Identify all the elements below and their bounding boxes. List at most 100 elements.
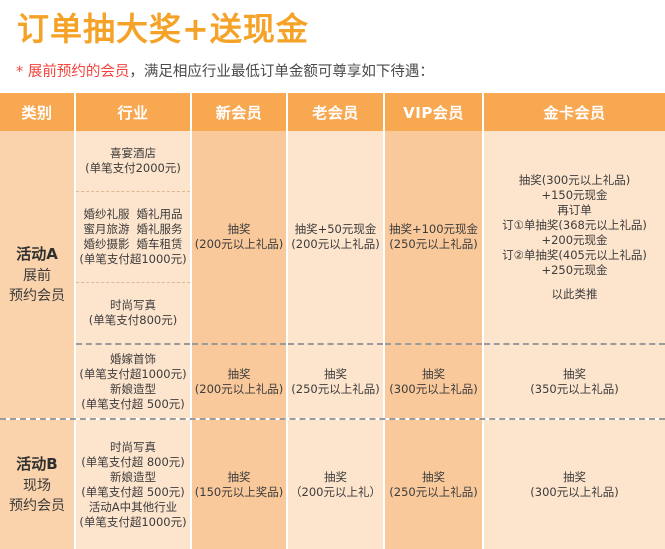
industry-bb-l5: 活动A中其他行业 (88, 499, 178, 514)
vip-b-l1: 抽奖 (422, 469, 445, 484)
column-header-vip-member: VIP会员 (385, 93, 484, 131)
category-b-line1: 现场 (23, 477, 51, 494)
cell-category-b: 活动B 现场 预约会员 (0, 420, 76, 549)
old-a2-l2: (250元以上礼品) (291, 381, 380, 396)
cell-category-a: 活动A 展前 预约会员 (0, 131, 76, 418)
cell-vip-member-a-sub2: 抽奖 (300元以上礼品) (385, 343, 482, 418)
cell-industry-a-sub2: 婚嫁首饰 (单笔支付超1000元) 新娘造型 (单笔支付超 500元) (76, 343, 190, 418)
old-b-l1: 抽奖 (324, 469, 347, 484)
industry-b1-l2: (单笔支付超1000元) (79, 366, 187, 381)
cell-old-member-a-sub2: 抽奖 (250元以上礼品) (288, 343, 383, 418)
industry-a2-p2a: 蜜月旅游 (83, 222, 130, 236)
industry-a2-pair2: 蜜月旅游 婚礼服务 (84, 222, 183, 237)
industry-a2-pair1: 婚纱礼服 婚礼用品 (84, 207, 183, 222)
cell-old-member-b: 抽奖 （200元以上礼） (288, 420, 385, 549)
vip-a2-l2: (300元以上礼品) (389, 381, 478, 396)
promo-table-page: 订单抽大奖+送现金 * 展前预约的会员，满足相应行业最低订单金额可尊享如下待遇：… (0, 10, 665, 549)
benefits-table: 类别 行业 新会员 老会员 VIP会员 金卡会员 活动A 展前 预约会员 (0, 93, 665, 549)
cell-vip-member-b: 抽奖 (250元以上礼品) (385, 420, 484, 549)
industry-bb-l4: (单笔支付超 500元) (81, 484, 185, 499)
industry-bb-l3: 新娘造型 (110, 469, 156, 484)
gold-b-l2: (300元以上礼品) (530, 484, 619, 499)
cell-new-member-a: 抽奖 (200元以上礼品) 抽奖 (200元以上礼品) (192, 131, 288, 418)
industry-a2-pair3: 婚纱摄影 婚车租赁 (84, 237, 183, 252)
industry-bb-l2: (单笔支付超 800元) (81, 454, 185, 469)
industry-a2-p1b: 婚礼用品 (136, 207, 183, 221)
industry-a3-l2: (单笔支付800元) (88, 313, 178, 327)
industry-block-wedding-services: 婚纱礼服 婚礼用品 蜜月旅游 婚礼服务 婚纱摄影 婚车租赁 (单笔支付 (76, 191, 190, 282)
vip-b-l2: (250元以上礼品) (389, 484, 478, 499)
column-header-industry: 行业 (76, 93, 192, 131)
industry-a2-amount: (单笔支付超1000元) (79, 252, 187, 266)
cell-vip-member-a: 抽奖+100元现金 (250元以上礼品) 抽奖 (300元以上礼品) (385, 131, 484, 418)
gold-a1-tail: 以此类推 (551, 286, 598, 301)
industry-a3-l1: 时尚写真 (110, 298, 156, 312)
industry-b1-l3: 新娘造型 (110, 381, 156, 396)
cell-industry-a: 喜宴酒店 (单笔支付2000元) 婚纱礼服 婚礼用品 蜜月旅游 婚礼服务 (76, 131, 192, 418)
industry-a2-p3a: 婚纱摄影 (83, 237, 130, 251)
vip-a1-l1: 抽奖+100元现金 (388, 222, 479, 236)
old-a2-l1: 抽奖 (324, 366, 347, 381)
gold-a2-l1: 抽奖 (563, 366, 586, 381)
category-b-title: 活动B (16, 454, 58, 473)
industry-block-fashion-photo: 时尚写真 (单笔支付800元) (76, 282, 190, 343)
gold-a1-l7: +250元现金 (541, 262, 608, 277)
new-b-l2: (150元以上奖品) (194, 484, 284, 499)
category-b-line2: 预约会员 (9, 497, 65, 514)
cell-gold-member-a-sub1: 抽奖(300元以上礼品) +150元现金 再订单 订①单抽奖(368元以上礼品)… (484, 131, 665, 343)
cell-new-member-b: 抽奖 (150元以上奖品) (192, 420, 288, 549)
gold-a1-l3: 再订单 (557, 202, 592, 217)
cell-gold-member-a: 抽奖(300元以上礼品) +150元现金 再订单 订①单抽奖(368元以上礼品)… (484, 131, 665, 418)
old-b-l2: （200元以上礼） (290, 484, 381, 499)
industry-b1-l4: (单笔支付超 500元) (81, 396, 185, 411)
cell-new-member-a-sub2: 抽奖 (200元以上礼品) (192, 343, 286, 418)
old-a1-l2: (200元以上礼品) (291, 237, 380, 251)
cell-gold-member-b: 抽奖 (300元以上礼品) (484, 420, 665, 549)
column-header-new-member: 新会员 (192, 93, 288, 131)
new-a1-l1: 抽奖 (227, 222, 251, 236)
new-a2-l1: 抽奖 (227, 366, 251, 381)
industry-b1-l1: 婚嫁首饰 (110, 351, 156, 366)
page-title: 订单抽大奖+送现金 (17, 10, 309, 48)
industry-block-banquet: 喜宴酒店 (单笔支付2000元) (76, 131, 190, 191)
gold-a1-l2: +150元现金 (541, 187, 608, 202)
old-a1-l1: 抽奖+50元现金 (294, 222, 377, 236)
new-a1-l2: (200元以上礼品) (194, 237, 284, 251)
vip-a1-l2: (250元以上礼品) (389, 237, 478, 251)
industry-a2-p3b: 婚车租赁 (136, 237, 183, 251)
gold-a1-l5: +200元现金 (541, 232, 608, 247)
page-note: * 展前预约的会员，满足相应行业最低订单金额可尊享如下待遇： (16, 62, 434, 82)
table-row-activity-b: 活动B 现场 预约会员 时尚写真 (单笔支付超 800元) 新娘造型 (单笔支付… (0, 418, 665, 549)
cell-industry-a-sub1: 喜宴酒店 (单笔支付2000元) 婚纱礼服 婚礼用品 蜜月旅游 婚礼服务 (76, 131, 190, 343)
gold-a1-l4: 订①单抽奖(368元以上礼品) (502, 217, 647, 232)
gold-a1-l1: 抽奖(300元以上礼品) (518, 172, 631, 187)
new-b-l1: 抽奖 (227, 469, 251, 484)
cell-old-member-a: 抽奖+50元现金 (200元以上礼品) 抽奖 (250元以上礼品) (288, 131, 385, 418)
page-note-highlight: * 展前预约的会员 (16, 64, 130, 80)
column-header-old-member: 老会员 (288, 93, 385, 131)
gold-a1-l6: 订②单抽奖(405元以上礼品) (502, 247, 647, 262)
industry-bb-l6: (单笔支付超1000元) (79, 514, 187, 529)
industry-a1-l1: 喜宴酒店 (110, 146, 156, 160)
vip-a2-l1: 抽奖 (422, 366, 445, 381)
cell-new-member-a-sub1: 抽奖 (200元以上礼品) (192, 131, 286, 343)
cell-vip-member-a-sub1: 抽奖+100元现金 (250元以上礼品) (385, 131, 482, 343)
gold-b-l1: 抽奖 (563, 469, 586, 484)
table-header-row: 类别 行业 新会员 老会员 VIP会员 金卡会员 (0, 93, 665, 131)
page-note-rest: ，满足相应行业最低订单金额可尊享如下待遇： (129, 64, 434, 80)
industry-bb-l1: 时尚写真 (110, 439, 156, 454)
cell-industry-b: 时尚写真 (单笔支付超 800元) 新娘造型 (单笔支付超 500元) 活动A中… (76, 420, 192, 549)
gold-a2-l2: (350元以上礼品) (530, 381, 619, 396)
new-a2-l2: (200元以上礼品) (194, 381, 284, 396)
industry-a2-p2b: 婚礼服务 (136, 222, 183, 236)
industry-a2-p1a: 婚纱礼服 (83, 207, 130, 221)
column-header-category: 类别 (0, 93, 76, 131)
cell-old-member-a-sub1: 抽奖+50元现金 (200元以上礼品) (288, 131, 383, 343)
category-a-title: 活动A (16, 244, 58, 263)
industry-a1-l2: (单笔支付2000元) (85, 161, 181, 175)
column-header-gold-member: 金卡会员 (484, 93, 665, 131)
category-a-line1: 展前 (23, 267, 51, 284)
table-row-activity-a: 活动A 展前 预约会员 喜宴酒店 (单笔支付2000元) (0, 131, 665, 418)
cell-gold-member-a-sub2: 抽奖 (350元以上礼品) (484, 343, 665, 418)
category-a-line2: 预约会员 (9, 287, 65, 304)
